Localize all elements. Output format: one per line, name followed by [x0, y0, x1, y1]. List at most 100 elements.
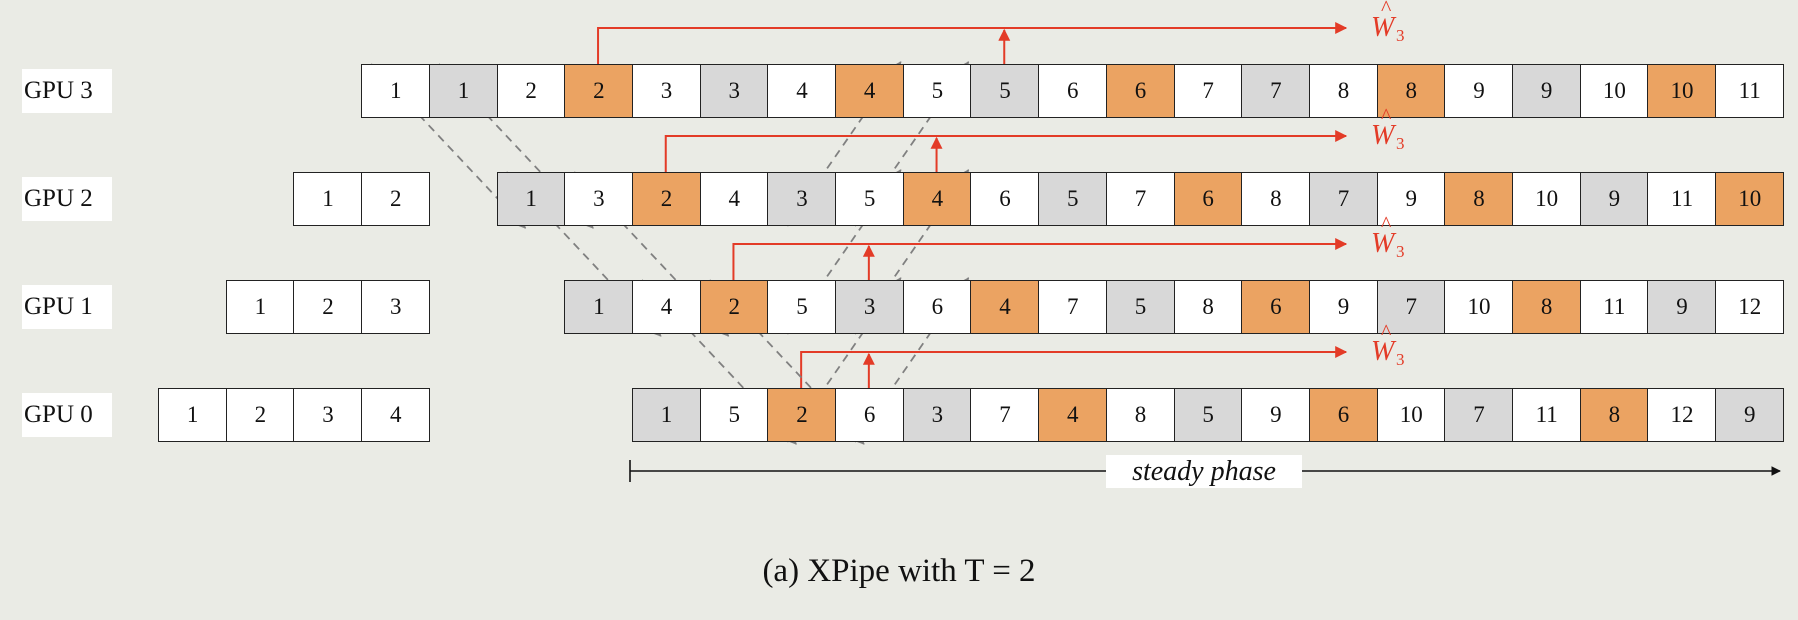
- predicted-weight-label: ^ W 3: [1371, 319, 1417, 372]
- micro-batch-cell: 9: [1647, 280, 1717, 334]
- micro-batch-cell: 1: [293, 172, 363, 226]
- micro-batch-cell: 1: [564, 280, 634, 334]
- weight-letter: W: [1371, 336, 1395, 367]
- micro-batch-cell: 10: [1444, 280, 1514, 334]
- micro-batch-cell: 7: [1376, 280, 1446, 334]
- hat-glyph: ^: [1381, 319, 1392, 344]
- micro-batch-cell: 7: [1105, 172, 1176, 226]
- micro-batch-cell: 6: [835, 388, 905, 442]
- micro-batch-cell: 2: [564, 64, 634, 118]
- predicted-weight-label: ^ W 3: [1371, 103, 1417, 156]
- weight-prediction-arrow: [597, 22, 1348, 64]
- gpu-label-gpu0: GPU 0: [22, 393, 112, 437]
- gpu-label-gpu1: GPU 1: [22, 285, 112, 329]
- figure-caption: (a) XPipe with T = 2: [762, 553, 1036, 589]
- micro-batch-cell: 9: [1512, 64, 1582, 118]
- micro-batch-cell: 4: [902, 172, 972, 226]
- micro-batch-cell: 1: [631, 388, 702, 442]
- micro-batch-cell: 8: [1105, 388, 1176, 442]
- micro-batch-cell: 5: [970, 64, 1040, 118]
- micro-batch-cell: 8: [1308, 64, 1379, 118]
- micro-batch-cell: 5: [902, 64, 972, 118]
- micro-batch-cell: 3: [293, 388, 363, 442]
- micro-batch-cell: 6: [1241, 280, 1311, 334]
- weight-subscript: 3: [1396, 242, 1405, 261]
- micro-batch-cell: 6: [1173, 172, 1243, 226]
- micro-batch-cell: 1: [428, 64, 499, 118]
- micro-batch-cell: 8: [1173, 280, 1243, 334]
- weight-letter: W: [1371, 228, 1395, 259]
- micro-batch-cell: 7: [1241, 64, 1311, 118]
- micro-batch-cell: 1: [225, 280, 295, 334]
- micro-batch-cell: 4: [361, 388, 431, 442]
- weight-letter: W: [1371, 12, 1395, 43]
- micro-batch-cell: 3: [902, 388, 972, 442]
- micro-batch-cell: 4: [970, 280, 1040, 334]
- micro-batch-cell: 1: [361, 64, 431, 118]
- weight-prediction-arrow: [800, 346, 1348, 388]
- weight-prediction-arrow: [732, 238, 1348, 280]
- micro-batch-cell: 8: [1512, 280, 1582, 334]
- micro-batch-cell: 7: [1038, 280, 1108, 334]
- micro-batch-cell: 3: [835, 280, 905, 334]
- micro-batch-cell: 2: [631, 172, 702, 226]
- micro-batch-cell: 2: [496, 64, 566, 118]
- micro-batch-cell: 3: [361, 280, 431, 334]
- micro-batch-cell: 6: [970, 172, 1040, 226]
- weight-subscript: 3: [1396, 134, 1405, 153]
- micro-batch-cell: 8: [1241, 172, 1311, 226]
- micro-batch-cell: 9: [1241, 388, 1311, 442]
- micro-batch-cell: 10: [1647, 64, 1717, 118]
- micro-batch-cell: 4: [699, 172, 769, 226]
- micro-batch-cell: 4: [835, 64, 905, 118]
- weight-subscript: 3: [1396, 26, 1405, 45]
- micro-batch-cell: 4: [767, 64, 837, 118]
- hat-glyph: ^: [1381, 0, 1392, 20]
- micro-batch-cell: 8: [1444, 172, 1514, 226]
- micro-batch-cell: 7: [970, 388, 1040, 442]
- micro-batch-cell: 9: [1308, 280, 1379, 334]
- hat-glyph: ^: [1381, 211, 1392, 236]
- micro-batch-cell: 2: [225, 388, 295, 442]
- weight-subscript: 3: [1396, 350, 1405, 369]
- predicted-weight-label: ^ W 3: [1371, 0, 1417, 48]
- micro-batch-cell: 5: [1173, 388, 1243, 442]
- micro-batch-cell: 2: [293, 280, 363, 334]
- micro-batch-cell: 10: [1579, 64, 1649, 118]
- micro-batch-cell: 9: [1444, 64, 1514, 118]
- micro-batch-cell: 6: [902, 280, 972, 334]
- micro-batch-cell: 10: [1512, 172, 1582, 226]
- gpu-label-gpu3: GPU 3: [22, 69, 112, 113]
- micro-batch-cell: 11: [1715, 64, 1785, 118]
- micro-batch-cell: 6: [1105, 64, 1176, 118]
- steady-phase-label: steady phase: [1106, 455, 1302, 488]
- micro-batch-cell: 11: [1512, 388, 1582, 442]
- micro-batch-cell: 2: [361, 172, 431, 226]
- micro-batch-cell: 5: [1105, 280, 1176, 334]
- micro-batch-cell: 3: [564, 172, 634, 226]
- micro-batch-cell: 2: [767, 388, 837, 442]
- micro-batch-cell: 2: [699, 280, 769, 334]
- micro-batch-cell: 4: [631, 280, 702, 334]
- micro-batch-cell: 7: [1173, 64, 1243, 118]
- micro-batch-cell: 10: [1376, 388, 1446, 442]
- micro-batch-cell: 7: [1444, 388, 1514, 442]
- weight-prediction-arrow: [664, 130, 1348, 172]
- micro-batch-cell: 3: [631, 64, 702, 118]
- micro-batch-cell: 11: [1647, 172, 1717, 226]
- micro-batch-cell: 6: [1038, 64, 1108, 118]
- micro-batch-cell: 5: [767, 280, 837, 334]
- micro-batch-cell: 11: [1579, 280, 1649, 334]
- micro-batch-cell: 1: [158, 388, 228, 442]
- micro-batch-cell: 3: [767, 172, 837, 226]
- weight-letter: W: [1371, 120, 1395, 151]
- micro-batch-cell: 12: [1647, 388, 1717, 442]
- micro-batch-cell: 9: [1579, 172, 1649, 226]
- micro-batch-cell: 9: [1715, 388, 1785, 442]
- micro-batch-cell: 7: [1308, 172, 1379, 226]
- predicted-weight-label: ^ W 3: [1371, 211, 1417, 264]
- micro-batch-cell: 12: [1715, 280, 1785, 334]
- micro-batch-cell: 5: [699, 388, 769, 442]
- micro-batch-cell: 10: [1715, 172, 1785, 226]
- micro-batch-cell: 1: [496, 172, 566, 226]
